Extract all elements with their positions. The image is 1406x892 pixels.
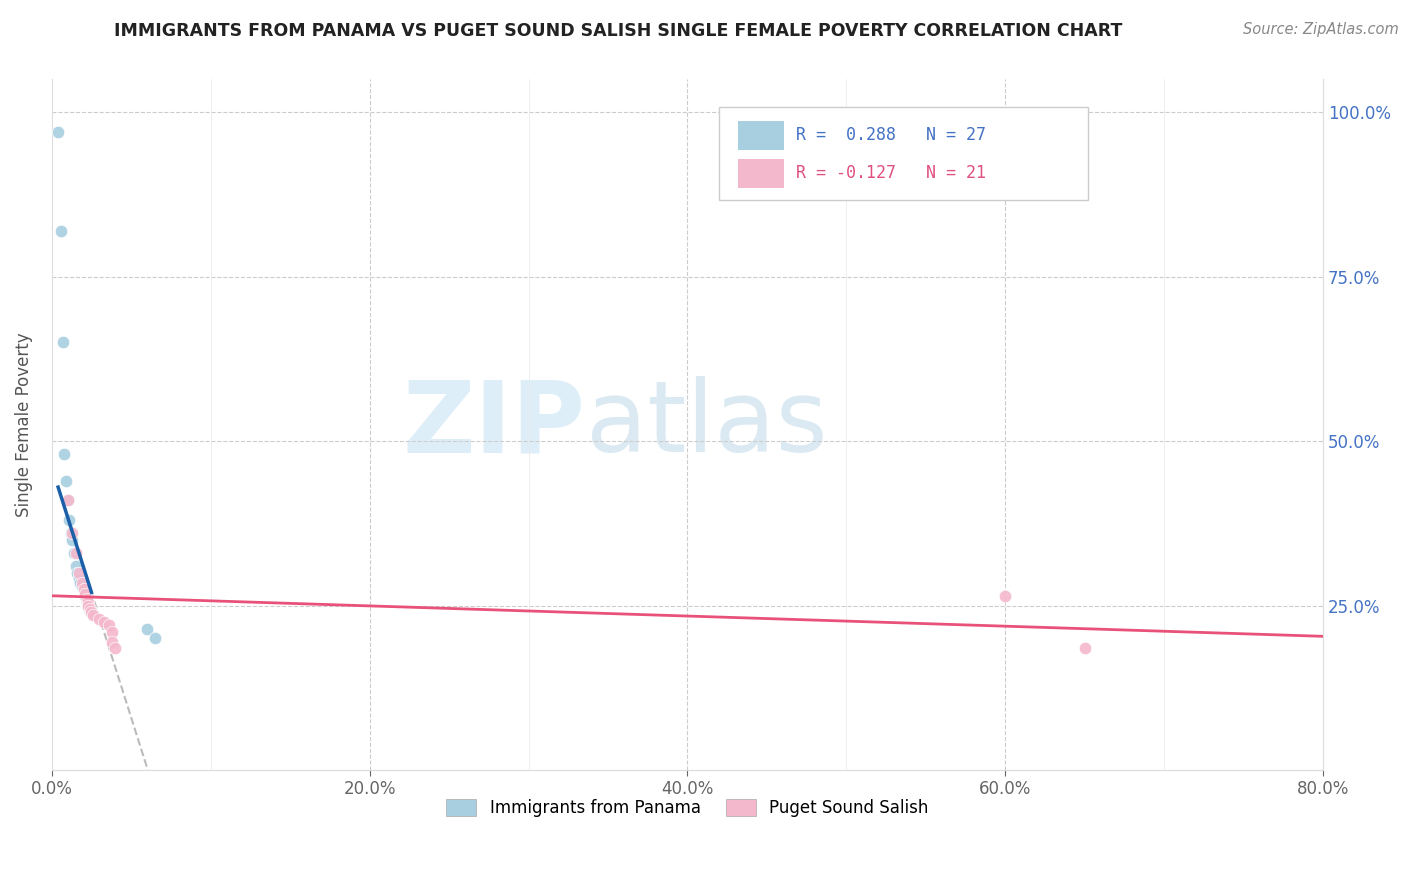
Y-axis label: Single Female Poverty: Single Female Poverty [15, 333, 32, 517]
Point [77, 599, 100, 613]
Point [89, 612, 111, 626]
Point [75, 587, 97, 601]
Text: ZIP: ZIP [404, 376, 586, 473]
Point [76, 591, 98, 606]
Point [70, 579, 93, 593]
Point [56, 493, 79, 508]
Point [66, 566, 89, 580]
Point [53, 447, 76, 461]
Text: Source: ZipAtlas.com: Source: ZipAtlas.com [1243, 22, 1399, 37]
Point [101, 624, 124, 639]
Point [143, 632, 166, 646]
Legend: Immigrants from Panama, Puget Sound Salish: Immigrants from Panama, Puget Sound Sali… [440, 792, 935, 824]
Point [79, 604, 101, 618]
Point [75, 585, 97, 599]
Point [51, 223, 73, 237]
Text: atlas: atlas [586, 376, 827, 473]
Text: R = -0.127   N = 21: R = -0.127 N = 21 [796, 164, 986, 182]
Text: IMMIGRANTS FROM PANAMA VS PUGET SOUND SALISH SINGLE FEMALE POVERTY CORRELATION C: IMMIGRANTS FROM PANAMA VS PUGET SOUND SA… [114, 22, 1123, 40]
FancyBboxPatch shape [720, 107, 1088, 200]
FancyBboxPatch shape [738, 159, 785, 187]
Point [77, 599, 100, 614]
Point [62, 526, 84, 541]
Point [58, 513, 80, 527]
Point [72, 582, 94, 596]
Point [56, 493, 79, 508]
Point [63, 546, 86, 560]
Point [75, 589, 97, 603]
Point [46, 125, 69, 139]
Point [55, 474, 77, 488]
Point [52, 335, 75, 350]
Point [79, 602, 101, 616]
Point [69, 575, 91, 590]
Point [101, 634, 124, 648]
Text: R =  0.288   N = 27: R = 0.288 N = 27 [796, 126, 986, 145]
Point [67, 572, 90, 586]
Point [77, 595, 100, 609]
Point [70, 575, 93, 590]
Point [72, 582, 94, 596]
Point [1074, 641, 1097, 656]
Point [80, 605, 103, 619]
Point [79, 602, 101, 616]
Point [80, 605, 103, 619]
Point [59, 526, 82, 541]
FancyBboxPatch shape [738, 120, 785, 150]
Point [136, 622, 159, 636]
Point [994, 589, 1017, 603]
Point [82, 607, 104, 622]
Point [97, 618, 120, 632]
Point [76, 595, 98, 609]
Point [62, 533, 84, 547]
Point [65, 546, 87, 560]
Point [67, 566, 90, 580]
Point [65, 559, 87, 574]
Point [104, 641, 127, 656]
Point [76, 591, 98, 606]
Point [93, 615, 115, 629]
Point [77, 599, 100, 613]
